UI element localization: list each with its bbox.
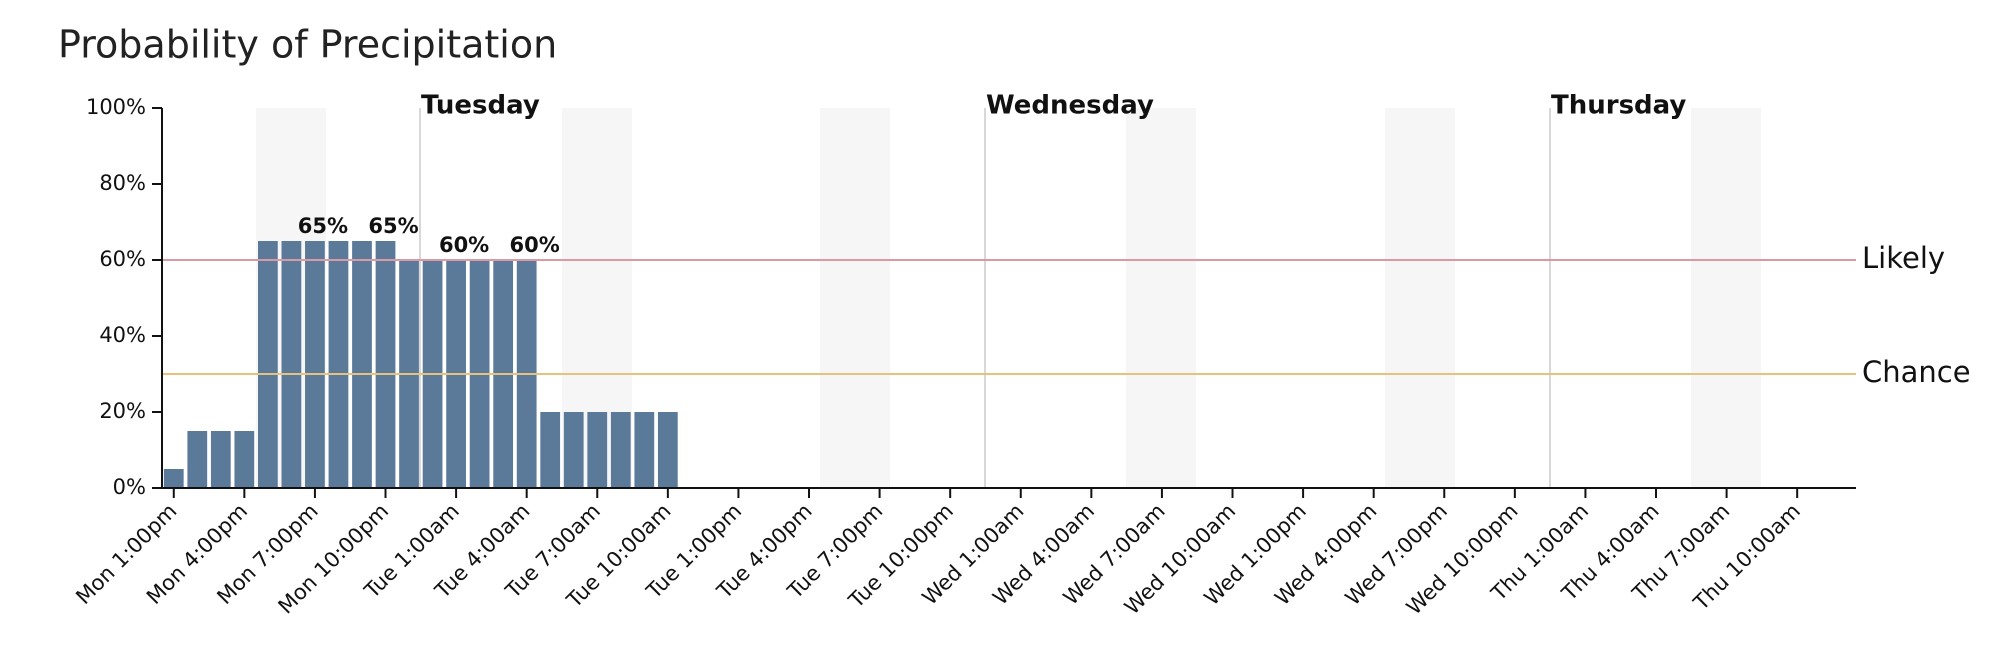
y-tick-label: 60% bbox=[99, 247, 146, 271]
bar bbox=[352, 241, 372, 488]
bar bbox=[540, 412, 561, 488]
value-label: 60% bbox=[510, 233, 560, 257]
bar bbox=[234, 431, 255, 488]
threshold-label: Chance bbox=[1862, 355, 1971, 389]
day-label: Wednesday bbox=[986, 91, 1154, 121]
value-label: 60% bbox=[439, 233, 489, 257]
bar bbox=[657, 412, 678, 488]
value-label: 65% bbox=[368, 214, 418, 238]
value-label: 65% bbox=[298, 214, 348, 238]
bar bbox=[563, 412, 584, 488]
bar bbox=[163, 469, 184, 488]
y-tick-label: 0% bbox=[113, 475, 146, 499]
bar bbox=[281, 241, 302, 488]
night-bands bbox=[256, 108, 1761, 488]
day-label: Thursday bbox=[1551, 91, 1686, 121]
y-tick-label: 100% bbox=[86, 95, 146, 119]
bar bbox=[634, 412, 655, 488]
bar bbox=[328, 241, 349, 488]
y-tick-label: 40% bbox=[99, 323, 146, 347]
shade bbox=[1385, 108, 1455, 488]
threshold-label: Likely bbox=[1862, 241, 1945, 275]
bar bbox=[587, 412, 608, 488]
bar bbox=[210, 431, 231, 488]
bar bbox=[375, 241, 396, 488]
bar bbox=[257, 241, 278, 488]
bar bbox=[187, 431, 208, 488]
y-tick-label: 20% bbox=[99, 399, 146, 423]
bar bbox=[305, 241, 325, 488]
shade bbox=[1691, 108, 1761, 488]
bar bbox=[610, 412, 631, 488]
y-tick-label: 80% bbox=[99, 171, 146, 195]
chart-title: Probability of Precipitation bbox=[58, 23, 557, 67]
shade bbox=[820, 108, 890, 488]
day-label: Tuesday bbox=[421, 91, 540, 121]
shade bbox=[1126, 108, 1196, 488]
